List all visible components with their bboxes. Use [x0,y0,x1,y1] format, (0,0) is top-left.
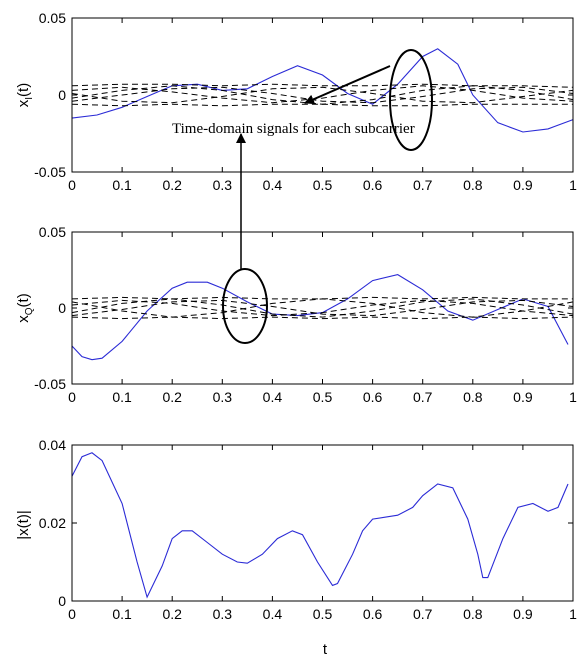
ytick-label-2-1: 0.02 [39,515,66,531]
ylabel-bottom: |x(t)| [15,510,32,539]
subcarrier-line-1-5 [71,298,574,318]
ytick-label-1-0: 0.05 [39,224,66,240]
ytick-label-0-0: 0.05 [39,10,66,26]
xtick-label-1-3: 0.3 [213,389,233,405]
xtick-label-1-1: 0.1 [112,389,132,405]
xtick-label-1-8: 0.8 [463,389,483,405]
xtick-label-2-2: 0.2 [162,606,182,622]
ytick-label-0-1: 0 [58,87,66,103]
ytick-label-1-2: -0.05 [34,376,66,392]
subcarrier-line-1-3 [71,299,574,317]
ylabel-middle-sub: Q [24,307,35,315]
annotation-ellipse-middle [222,268,268,344]
ytick-label-2-0: 0.04 [39,437,66,453]
axes-box-2 [71,444,574,602]
xtick-label-0-4: 0.4 [263,177,283,193]
xtick-label-0-3: 0.3 [213,177,233,193]
xtick-label-2-1: 0.1 [112,606,132,622]
signal-line-2-0 [71,452,569,599]
xtick-label-0-2: 0.2 [162,177,182,193]
subcarrier-line-1-6 [71,298,574,318]
xtick-label-1-9: 0.9 [513,389,533,405]
axes-box-1 [71,231,574,385]
xtick-label-1-6: 0.6 [363,389,383,405]
xtick-label-2-10: 1 [569,606,577,622]
xtick-label-1-5: 0.5 [313,389,333,405]
subcarrier-line-0-5 [71,86,574,104]
annotation: Time-domain signals for each subcarrier [172,49,433,344]
xtick-label-0-8: 0.8 [463,177,483,193]
xtick-label-1-7: 0.7 [413,389,433,405]
ylabel-middle: xQ(t) [15,293,35,322]
xtick-label-1-10: 1 [569,389,577,405]
xtick-label-0-1: 0.1 [112,177,132,193]
annotation-text: Time-domain signals for each subcarrier [172,121,415,137]
xtick-label-0-7: 0.7 [413,177,433,193]
ylabel-top-sub: I [24,97,35,100]
xtick-label-2-6: 0.6 [363,606,383,622]
subplot-in-phase: 0 0.1 0.2 0.3 0.4 0.5 0.6 0.7 0.8 0.9 10.050-0.05 [34,10,577,193]
ytick-label-1-1: 0 [58,300,66,316]
subcarrier-line-1-4 [71,299,574,317]
ytick-label-2-2: 0 [58,593,66,609]
subplot-magnitude: 0 0.1 0.2 0.3 0.4 0.5 0.6 0.7 0.8 0.9 1 0.04 0.02 0 [39,437,577,622]
subcarrier-line-0-1 [71,83,574,88]
xtick-label-2-3: 0.3 [213,606,233,622]
ylabel-top: xI(t) [15,83,35,107]
xtick-label-2-8: 0.8 [463,606,483,622]
subcarrier-line-0-4 [71,86,574,104]
ylabel-top-tail: (t) [15,83,32,97]
annotation-arrow-left [304,65,391,104]
xtick-label-2-5: 0.5 [313,606,333,622]
xtick-label-0-9: 0.9 [513,177,533,193]
xtick-label-0-0: 0 [68,177,76,193]
subplot-quadrature: 0 0.1 0.2 0.3 0.4 0.5 0.6 0.7 0.8 0.9 10.050-0.05 [34,224,577,405]
subcarrier-line-0-6 [71,85,574,105]
xtick-label-0-5: 0.5 [313,177,333,193]
subcarrier-line-1-2 [71,316,574,320]
ylabel-top-main: x [15,99,32,107]
xtick-label-0-10: 1 [569,177,577,193]
xtick-label-2-4: 0.4 [263,606,283,622]
ylabel-middle-tail: (t) [15,293,32,307]
xtick-label-1-2: 0.2 [162,389,182,405]
xtick-label-1-0: 0 [68,389,76,405]
xtick-label-1-4: 0.4 [263,389,283,405]
ytick-label-0-2: -0.05 [34,164,66,180]
xtick-label-0-6: 0.6 [363,177,383,193]
xlabel-bottom: t [323,641,328,658]
xtick-label-2-0: 0 [68,606,76,622]
xtick-label-2-9: 0.9 [513,606,533,622]
annotation-ellipse-top [389,49,433,151]
xtick-label-2-7: 0.7 [413,606,433,622]
signal-line-0-0 [71,48,574,133]
ylabel-middle-main: x [15,315,32,323]
